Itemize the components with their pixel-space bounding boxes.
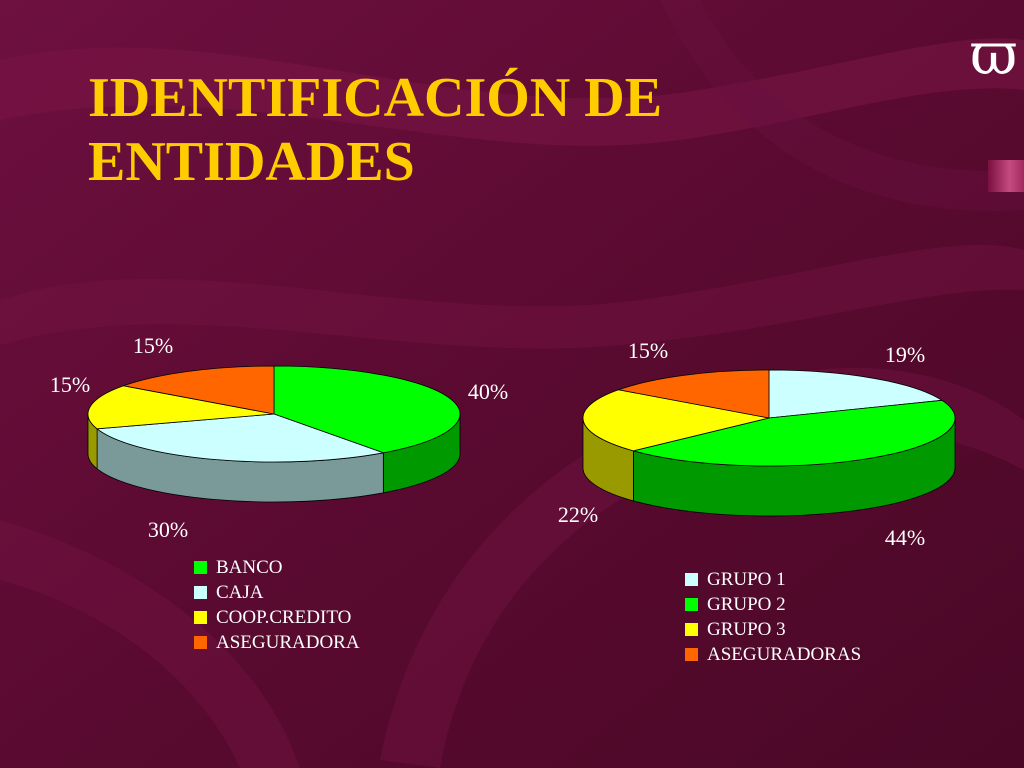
pie-1-label-1: 40% xyxy=(468,379,508,404)
legend-label: ASEGURADORAS xyxy=(707,643,862,665)
pie-2-label-4: 15% xyxy=(628,338,668,363)
pie-2-slice-grupo-2 xyxy=(633,399,956,467)
pie-1-label-2: 30% xyxy=(148,517,188,542)
pie-2-slice-aseguradoras xyxy=(616,369,770,419)
legend-swatch xyxy=(194,561,207,574)
pie-1-slice-caja xyxy=(96,413,385,463)
legend-label: GRUPO 1 xyxy=(707,568,786,590)
legend-label: COOP.CREDITO xyxy=(216,606,352,628)
corner-symbol: ϖ xyxy=(970,20,1018,88)
legend-chart-1: BANCO CAJA COOP.CREDITO ASEGURADORA xyxy=(194,555,360,655)
legend-swatch xyxy=(685,598,698,611)
legend-item: BANCO xyxy=(194,555,360,580)
pie-1-label-3: 15% xyxy=(50,372,90,397)
legend-swatch xyxy=(685,573,698,586)
pie-2-slice-grupo-1 xyxy=(768,369,944,419)
pie-2-label-1: 19% xyxy=(885,342,925,367)
legend-swatch xyxy=(194,586,207,599)
legend-item: COOP.CREDITO xyxy=(194,605,360,630)
legend-label: ASEGURADORA xyxy=(216,631,360,653)
legend-label: BANCO xyxy=(216,556,283,578)
legend-swatch xyxy=(685,648,698,661)
pie-1-label-4: 15% xyxy=(133,333,173,358)
pie-1-slice-coop-credito xyxy=(87,385,275,430)
chart-2-sides xyxy=(582,417,956,517)
legend-item: ASEGURADORAS xyxy=(685,642,861,667)
legend-item: GRUPO 1 xyxy=(685,567,861,592)
slide-title: IDENTIFICACIÓN DE ENTIDADES xyxy=(88,66,848,194)
legend-item: ASEGURADORA xyxy=(194,630,360,655)
legend-swatch xyxy=(194,611,207,624)
pie-2-label-3: 22% xyxy=(558,502,598,527)
legend-label: CAJA xyxy=(216,581,264,603)
legend-swatch xyxy=(194,636,207,649)
legend-chart-2: GRUPO 1 GRUPO 2 GRUPO 3 ASEGURADORAS xyxy=(685,567,861,667)
legend-item: GRUPO 3 xyxy=(685,617,861,642)
pie-2-label-2: 44% xyxy=(885,525,925,550)
legend-item: CAJA xyxy=(194,580,360,605)
pie-2-slice-grupo-3 xyxy=(582,389,770,452)
chart-1-slices xyxy=(87,365,461,463)
legend-item: GRUPO 2 xyxy=(685,592,861,617)
legend-label: GRUPO 2 xyxy=(707,593,786,615)
decorative-tab xyxy=(988,160,1024,192)
chart-2-slices xyxy=(582,369,956,467)
pie-1-slice-banco xyxy=(273,365,461,454)
title-line-1: IDENTIFICACIÓN DE xyxy=(88,67,663,129)
pie-1-slice-aseguradora xyxy=(121,365,275,415)
legend-label: GRUPO 3 xyxy=(707,618,786,640)
title-line-2: ENTIDADES xyxy=(88,131,415,193)
legend-swatch xyxy=(685,623,698,636)
